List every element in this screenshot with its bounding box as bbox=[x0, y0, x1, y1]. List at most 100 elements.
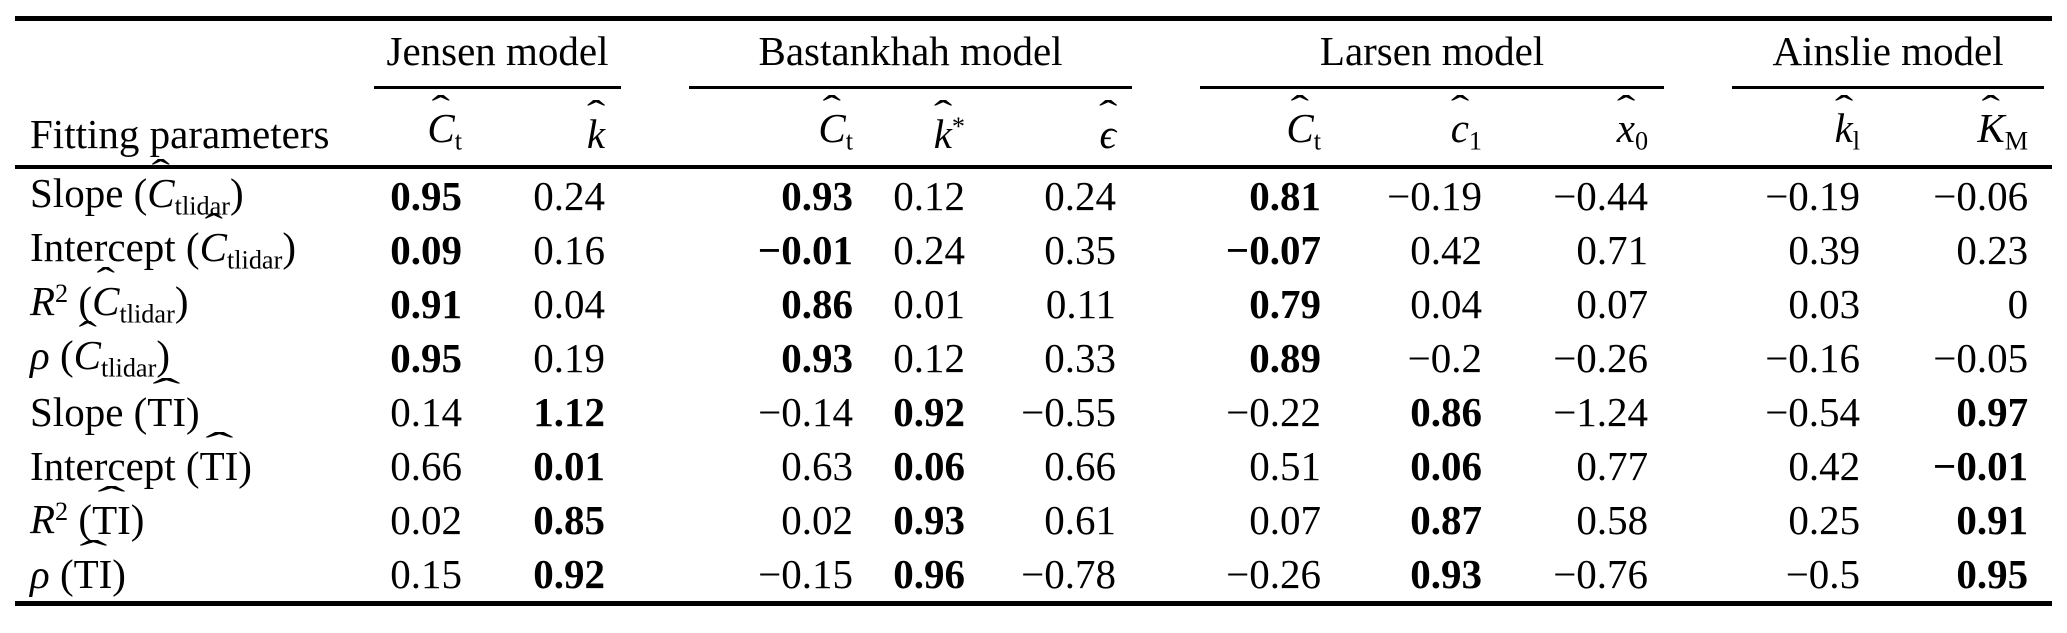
value-cell: 0.81 bbox=[1249, 172, 1322, 219]
math-seg-sub: 0 bbox=[1634, 126, 1649, 156]
table-row-rho-ct: ρ (Ctlidar) 0.95 0.19 0.93 0.12 0.33 0.8… bbox=[15, 331, 2052, 385]
value-cell: 0.86 bbox=[1410, 388, 1483, 435]
value-cell: 0.39 bbox=[1788, 226, 1861, 273]
jensen-model-title: Jensen model bbox=[386, 28, 609, 74]
value-cell: −0.54 bbox=[1765, 388, 1861, 435]
bastankhah-group-underline bbox=[689, 86, 1133, 89]
value-cell: 0.79 bbox=[1249, 280, 1322, 327]
value-cell: 0.14 bbox=[390, 388, 462, 435]
model-group-row: Jensen model Bastankhah model Larsen mod… bbox=[15, 19, 2052, 90]
value-cell: −0.2 bbox=[1407, 334, 1483, 381]
value-cell: 0.77 bbox=[1576, 442, 1649, 489]
math-seg-hat: C bbox=[1286, 108, 1313, 149]
value-cell: 0.66 bbox=[1044, 442, 1117, 489]
value-cell: 0.71 bbox=[1576, 226, 1649, 273]
value-cell: 0.15 bbox=[390, 550, 462, 597]
value-cell: −0.26 bbox=[1553, 334, 1649, 381]
group-header-larsen: Larsen model bbox=[1140, 19, 1672, 89]
value-cell: 0.95 bbox=[1956, 550, 2029, 597]
value-cell: 0.06 bbox=[1410, 442, 1483, 489]
math-seg-hat: C bbox=[818, 108, 845, 149]
math-seg-i: R bbox=[30, 277, 56, 324]
row-label: Slope (TI) bbox=[15, 385, 360, 439]
math-seg-hat: C bbox=[74, 334, 101, 376]
math-seg-sup: 2 bbox=[55, 497, 69, 527]
value-cell: 0.93 bbox=[1410, 550, 1483, 597]
value-cell: 0.96 bbox=[893, 550, 966, 597]
value-cell: 0.42 bbox=[1788, 442, 1861, 489]
value-cell: 0.85 bbox=[533, 496, 606, 543]
math-seg-n: Slope ( bbox=[30, 169, 148, 216]
value-cell: 0.89 bbox=[1249, 334, 1322, 381]
value-cell: 0.04 bbox=[1410, 280, 1483, 327]
value-cell: −0.15 bbox=[758, 550, 854, 597]
col-header-larsen-c1: c1 bbox=[1345, 89, 1507, 169]
value-cell: −0.06 bbox=[1933, 172, 2029, 219]
row-label: Intercept (TI) bbox=[15, 439, 360, 493]
value-cell: 0.12 bbox=[893, 172, 966, 219]
value-cell: 0.66 bbox=[390, 442, 462, 489]
bastankhah-model-title: Bastankhah model bbox=[758, 28, 1063, 74]
col-header-bastankhah-Ct: Ct bbox=[629, 89, 878, 169]
math-seg-sub: tlidar bbox=[119, 299, 175, 329]
value-cell: 0.02 bbox=[781, 496, 854, 543]
math-seg-hat: K bbox=[1977, 108, 2004, 149]
math-seg-i: ρ bbox=[30, 550, 50, 597]
value-cell: 0.25 bbox=[1788, 496, 1861, 543]
group-header-bastankhah: Bastankhah model bbox=[629, 19, 1140, 89]
col-header-bastankhah-epsilon: ϵ bbox=[989, 89, 1141, 169]
value-cell: −0.44 bbox=[1553, 172, 1649, 219]
value-cell: 0.04 bbox=[533, 280, 606, 327]
value-cell: 0.09 bbox=[390, 226, 462, 273]
value-cell: −0.16 bbox=[1765, 334, 1861, 381]
math-seg-sub: l bbox=[1852, 126, 1861, 156]
value-cell: −0.19 bbox=[1765, 172, 1861, 219]
value-cell: 0.01 bbox=[533, 442, 606, 489]
math-seg-rhat: TI bbox=[74, 553, 113, 595]
value-cell: −0.07 bbox=[1225, 226, 1322, 273]
value-cell: 0.03 bbox=[1788, 280, 1861, 327]
table-row-r2-ct: R2 (Ctlidar) 0.91 0.04 0.86 0.01 0.11 0.… bbox=[15, 277, 2052, 331]
math-seg-sub: t bbox=[1313, 126, 1322, 156]
table-row-slope-ct: Slope (Ctlidar) 0.95 0.24 0.93 0.12 0.24… bbox=[15, 167, 2052, 223]
group-header-jensen: Jensen model bbox=[360, 19, 629, 89]
value-cell: −0.05 bbox=[1933, 334, 2029, 381]
value-cell: 0.86 bbox=[781, 280, 854, 327]
value-cell: −0.19 bbox=[1387, 172, 1483, 219]
value-cell: 0.93 bbox=[781, 172, 854, 219]
value-cell: 0.91 bbox=[390, 280, 462, 327]
col-header-bastankhah-kstar: k* bbox=[877, 89, 990, 169]
value-cell: −0.14 bbox=[758, 388, 854, 435]
value-cell: 0.23 bbox=[1956, 226, 2029, 273]
value-cell: −0.01 bbox=[1932, 442, 2029, 489]
value-cell: 0.12 bbox=[893, 334, 966, 381]
math-seg-i: ρ bbox=[30, 331, 50, 378]
row-label: Slope (Ctlidar) bbox=[15, 167, 360, 223]
table-row-intercept-ti: Intercept (TI) 0.66 0.01 0.63 0.06 0.66 … bbox=[15, 439, 2052, 493]
value-cell: −0.76 bbox=[1553, 550, 1649, 597]
value-cell: 0.61 bbox=[1044, 496, 1117, 543]
math-seg-hat: C bbox=[200, 226, 227, 268]
corner-cell bbox=[15, 19, 360, 90]
larsen-group-underline bbox=[1200, 86, 1665, 89]
math-seg-sub: 1 bbox=[1468, 126, 1483, 156]
math-seg-hat: x bbox=[1617, 108, 1635, 149]
value-cell: 0.02 bbox=[390, 496, 462, 543]
value-cell: 0.24 bbox=[533, 172, 606, 219]
value-cell: 0 bbox=[2007, 280, 2029, 327]
col-header-larsen-Ct: Ct bbox=[1140, 89, 1346, 169]
math-seg-hat: k bbox=[587, 114, 605, 155]
value-cell: 0.51 bbox=[1249, 442, 1322, 489]
row-label: ρ (Ctlidar) bbox=[15, 331, 360, 385]
math-seg-hat: k bbox=[934, 114, 952, 155]
col-header-jensen-Ct: Ct bbox=[360, 89, 486, 169]
table-body: Slope (Ctlidar) 0.95 0.24 0.93 0.12 0.24… bbox=[15, 167, 2052, 604]
value-cell: −0.01 bbox=[757, 226, 854, 273]
math-seg-hat: C bbox=[147, 172, 174, 214]
group-header-ainslie: Ainslie model bbox=[1672, 19, 2052, 89]
value-cell: −0.5 bbox=[1785, 550, 1861, 597]
col-header-ainslie-kl: kl bbox=[1672, 89, 1885, 169]
col-header-jensen-k: k bbox=[486, 89, 630, 169]
math-seg-sub: t bbox=[454, 126, 462, 156]
math-seg-i: R bbox=[30, 496, 56, 543]
